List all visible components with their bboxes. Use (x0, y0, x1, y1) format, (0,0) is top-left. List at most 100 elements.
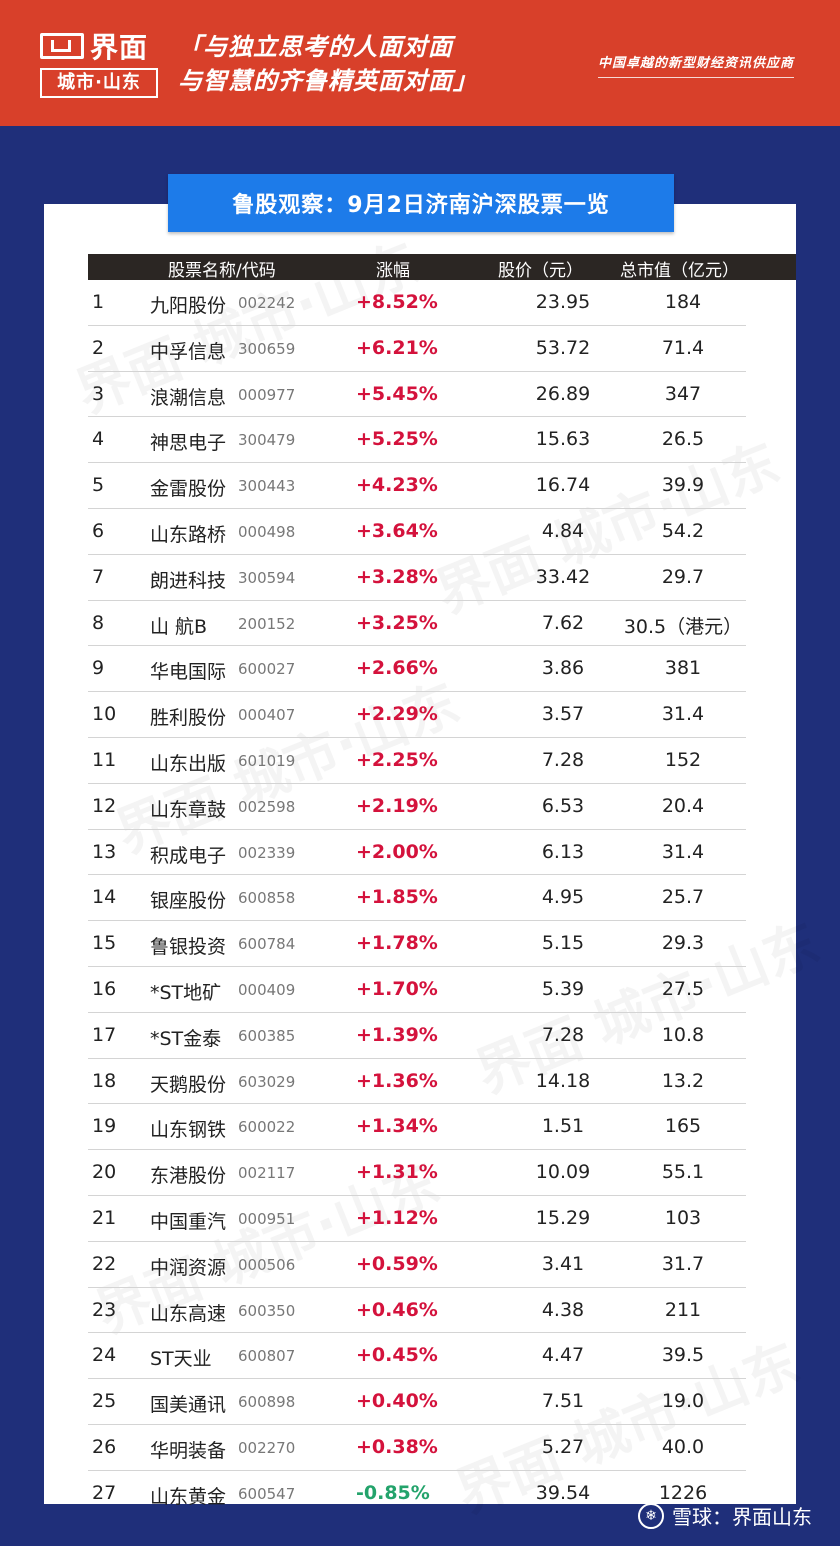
stock-code: 600858 (238, 889, 296, 908)
change-percent: +1.78% (356, 932, 438, 955)
change-percent: -0.85% (356, 1481, 430, 1504)
stock-code: 600027 (238, 660, 296, 679)
stock-name: 浪潮信息 (150, 386, 227, 409)
stock-price: 6.13 (541, 840, 585, 863)
stock-price: 7.28 (541, 1023, 585, 1046)
change-percent: +6.21% (356, 336, 438, 359)
change-percent: +2.66% (356, 657, 438, 680)
stock-code: 600547 (238, 1484, 296, 1503)
stock-name: 山东黄金 (150, 1485, 227, 1508)
table-row: 18 天鹅股份 603029 +1.36% 14.18 13.2 (88, 1059, 746, 1105)
market-cap: 347 (664, 382, 702, 405)
stock-price: 3.57 (541, 703, 585, 726)
column-header-cap: 总市值（亿元） (620, 261, 739, 281)
stock-code: 000977 (238, 385, 296, 404)
stock-code: 000951 (238, 1209, 296, 1228)
stock-price: 39.54 (535, 1481, 591, 1504)
change-percent: +0.45% (356, 1344, 438, 1367)
stock-price: 4.95 (541, 886, 585, 909)
stock-price: 7.51 (541, 1390, 585, 1413)
row-index: 20 (92, 1161, 117, 1184)
market-cap: 71.4 (661, 336, 705, 359)
market-cap: 30.5（港元） (623, 615, 743, 638)
market-cap: 165 (664, 1115, 702, 1138)
stock-code: 002339 (238, 843, 296, 862)
stock-price: 14.18 (535, 1069, 591, 1092)
row-index: 1 (92, 291, 105, 313)
stock-name: 山东高速 (150, 1302, 227, 1325)
stock-code: 000498 (238, 522, 296, 541)
row-index: 13 (92, 840, 117, 863)
stock-name: 银座股份 (150, 890, 227, 913)
stock-price: 33.42 (535, 565, 591, 588)
stock-price: 26.89 (535, 382, 591, 405)
page-title: 鲁股观察：9月2日济南沪深股票一览 (168, 174, 674, 232)
stock-code: 600898 (238, 1393, 296, 1412)
market-cap: 40.0 (661, 1435, 705, 1458)
stock-price: 7.62 (541, 611, 585, 634)
stock-name: 华明装备 (150, 1439, 227, 1462)
stock-name: ST天业 (150, 1348, 212, 1371)
table-row: 15 鲁银投资 600784 +1.78% 5.15 29.3 (88, 921, 746, 967)
stock-name: 国美通讯 (150, 1394, 227, 1417)
table-row: 20 东港股份 002117 +1.31% 10.09 55.1 (88, 1150, 746, 1196)
table-row: 9 华电国际 600027 +2.66% 3.86 381 (88, 646, 746, 693)
change-percent: +1.12% (356, 1206, 438, 1229)
stock-code: 002270 (238, 1438, 296, 1457)
table-row: 14 银座股份 600858 +1.85% 4.95 25.7 (88, 875, 746, 922)
stock-price: 3.86 (541, 657, 585, 680)
market-cap: 1226 (658, 1481, 708, 1504)
stock-price: 1.51 (541, 1115, 585, 1138)
stock-price: 53.72 (535, 336, 591, 359)
stock-code: 002598 (238, 797, 296, 816)
market-cap: 29.7 (661, 565, 705, 588)
stock-code: 603029 (238, 1072, 296, 1091)
logo-mark-icon (40, 33, 84, 59)
row-index: 6 (92, 519, 105, 542)
change-percent: +1.85% (356, 886, 438, 909)
market-cap: 39.9 (661, 474, 705, 497)
market-cap: 55.1 (661, 1161, 705, 1184)
stock-code: 002117 (238, 1164, 296, 1183)
market-cap: 31.4 (661, 703, 705, 726)
row-index: 11 (92, 748, 117, 771)
change-percent: +1.31% (356, 1161, 438, 1184)
row-index: 24 (92, 1344, 117, 1367)
change-percent: +2.29% (356, 703, 438, 726)
row-index: 25 (92, 1390, 117, 1413)
market-cap: 31.4 (661, 840, 705, 863)
stock-code: 000409 (238, 980, 296, 999)
row-index: 22 (92, 1252, 117, 1275)
change-percent: +4.23% (356, 474, 438, 497)
stock-code: 600807 (238, 1347, 296, 1366)
change-percent: +0.59% (356, 1252, 438, 1275)
slogan-line-2: 与智慧的齐鲁精英面对面」 (178, 67, 478, 95)
logo-main-text: 界面 (90, 31, 149, 64)
tagline: 中国卓越的新型财经资讯供应商 (597, 52, 794, 78)
table-row: 24 ST天业 600807 +0.45% 4.47 39.5 (88, 1333, 746, 1380)
market-cap: 103 (664, 1206, 702, 1229)
row-index: 7 (92, 565, 105, 588)
table-row: 13 积成电子 002339 +2.00% 6.13 31.4 (88, 830, 746, 876)
market-cap: 20.4 (661, 794, 705, 817)
table-row: 11 山东出版 601019 +2.25% 7.28 152 (88, 738, 746, 784)
logo-sub-text: 城市·山东 (40, 68, 158, 98)
change-percent: +1.39% (356, 1023, 438, 1046)
market-cap: 31.7 (661, 1252, 705, 1275)
stock-code: 200152 (238, 614, 296, 633)
table-row: 21 中国重汽 000951 +1.12% 15.29 103 (88, 1196, 746, 1242)
change-percent: +2.00% (356, 840, 438, 863)
row-index: 15 (92, 932, 117, 955)
change-percent: +0.40% (356, 1390, 438, 1413)
stock-price: 10.09 (535, 1161, 591, 1184)
stock-code: 000407 (238, 706, 296, 725)
table-row: 2 中孚信息 300659 +6.21% 53.72 71.4 (88, 326, 746, 372)
change-percent: +0.38% (356, 1435, 438, 1458)
change-percent: +8.52% (356, 291, 438, 313)
stock-price: 16.74 (535, 474, 591, 497)
stock-name: 山 航B (150, 615, 208, 638)
market-cap: 29.3 (661, 932, 705, 955)
stock-code: 600350 (238, 1301, 296, 1320)
table-row: 3 浪潮信息 000977 +5.45% 26.89 347 (88, 372, 746, 418)
row-index: 21 (92, 1206, 117, 1229)
